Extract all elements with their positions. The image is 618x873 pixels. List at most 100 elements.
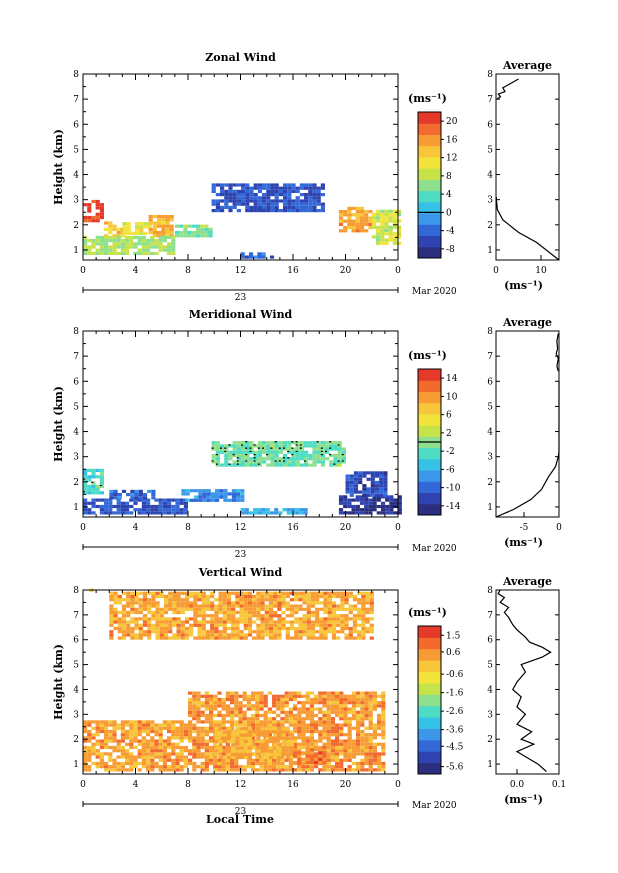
heatmap-cell: [291, 463, 296, 467]
heatmap-cell: [174, 234, 180, 238]
heatmap-cell: [318, 717, 323, 721]
heatmap-cell: [223, 492, 228, 496]
heatmap-cell: [374, 493, 380, 497]
heatmap-cell: [161, 221, 166, 225]
heatmap-cell: [322, 694, 327, 698]
heatmap-cell: [150, 235, 155, 239]
heatmap-cell: [104, 234, 109, 238]
heatmap-cell: [87, 723, 92, 727]
heatmap-cell: [385, 511, 390, 515]
heatmap-cell: [222, 636, 227, 640]
heatmap-cell: [171, 508, 176, 512]
heatmap-cell: [348, 610, 353, 615]
heatmap-cell: [180, 633, 185, 637]
heatmap-cell: [270, 447, 275, 451]
heatmap-cells: [83, 183, 402, 259]
profile-y-tick-label: 8: [487, 70, 493, 80]
heatmap-cell: [259, 758, 264, 762]
heatmap-cell: [252, 598, 257, 602]
heatmap-cell: [357, 591, 362, 595]
heatmap-cell: [192, 723, 197, 727]
heatmap-cell: [142, 607, 148, 611]
heatmap-cell: [256, 591, 261, 595]
heatmap-cell: [316, 441, 321, 445]
heatmap-cell: [167, 723, 172, 727]
heatmap-cell: [220, 186, 225, 190]
heatmap-cell: [236, 196, 241, 200]
heatmap-cell: [351, 717, 356, 721]
heatmap-cell: [272, 768, 277, 772]
heatmap-cell: [284, 758, 289, 762]
zero-contour-mark: [283, 460, 285, 462]
heatmap-cell: [151, 617, 156, 621]
heatmap-cell: [148, 227, 153, 231]
heatmap-cell: [112, 758, 117, 762]
heatmap-cell: [261, 255, 266, 259]
heatmap-cell: [274, 202, 279, 206]
heatmap-cell: [348, 633, 353, 637]
heatmap-cell: [267, 765, 272, 769]
heatmap-cell: [305, 726, 310, 730]
heatmap-cell: [188, 723, 193, 727]
heatmap-cell: [268, 755, 274, 760]
heatmap-cell: [263, 717, 268, 721]
heatmap-cell: [245, 205, 250, 209]
heatmap-cell: [200, 739, 205, 743]
heatmap-cell: [283, 447, 288, 451]
heatmap-cell: [146, 498, 151, 502]
heatmap-cell: [146, 245, 151, 249]
heatmap-cell: [201, 604, 206, 608]
heatmap-cell: [280, 723, 285, 727]
heatmap-cell: [264, 633, 269, 637]
profile-y-tick-label: 5: [487, 661, 493, 671]
heatmap-cell: [276, 704, 281, 708]
heatmap-cell: [283, 444, 288, 448]
heatmap-cell: [305, 729, 310, 734]
heatmap-cell: [142, 591, 148, 595]
heatmap-cell: [243, 746, 248, 750]
heatmap-cell: [247, 610, 253, 615]
heatmap-cell: [364, 511, 369, 515]
heatmap-cell: [295, 196, 300, 200]
profile-title: Average: [502, 575, 552, 588]
heatmap-cell: [235, 598, 240, 602]
heatmap-cell: [305, 768, 310, 772]
heatmap-cell: [243, 617, 248, 621]
heatmap-cell: [224, 447, 229, 451]
heatmap-cell: [323, 604, 328, 608]
heatmap-cell: [277, 752, 282, 756]
heatmap-cell: [135, 225, 140, 229]
heatmap-cell: [175, 498, 180, 502]
heatmap-cell: [364, 219, 369, 223]
heatmap-cell: [274, 199, 279, 203]
heatmap-cell: [147, 610, 152, 615]
heatmap-cell: [239, 636, 244, 640]
heatmap-cell: [168, 620, 173, 624]
heatmap-cell: [374, 484, 380, 488]
heatmap-cell: [322, 768, 327, 772]
heatmap-cell: [222, 617, 227, 621]
heatmap-cell: [241, 447, 246, 451]
heatmap-cell: [274, 447, 279, 451]
heatmap-cell: [336, 594, 341, 599]
heatmap-cell: [374, 471, 380, 475]
heatmap-cell: [362, 487, 367, 491]
heatmap-cell: [224, 202, 229, 206]
heatmap-cell: [155, 601, 160, 605]
heatmap-cell: [288, 758, 293, 762]
heatmap-cell: [364, 694, 369, 698]
heatmap-cell: [222, 601, 227, 605]
heatmap-cell: [154, 723, 159, 727]
heatmap-cell: [319, 607, 324, 611]
heatmap-cell: [365, 598, 370, 602]
heatmap-cell: [172, 601, 177, 605]
heatmap-cell: [208, 231, 213, 235]
heatmap-cell: [204, 758, 209, 762]
heatmap-cell: [206, 495, 211, 499]
heatmap-cell: [263, 701, 268, 705]
x-tick-label: 12: [235, 266, 246, 276]
heatmap-cell: [242, 768, 247, 772]
heatmap-cell: [308, 205, 313, 209]
heatmap-cell: [348, 594, 353, 599]
heatmap-cell: [218, 607, 223, 611]
